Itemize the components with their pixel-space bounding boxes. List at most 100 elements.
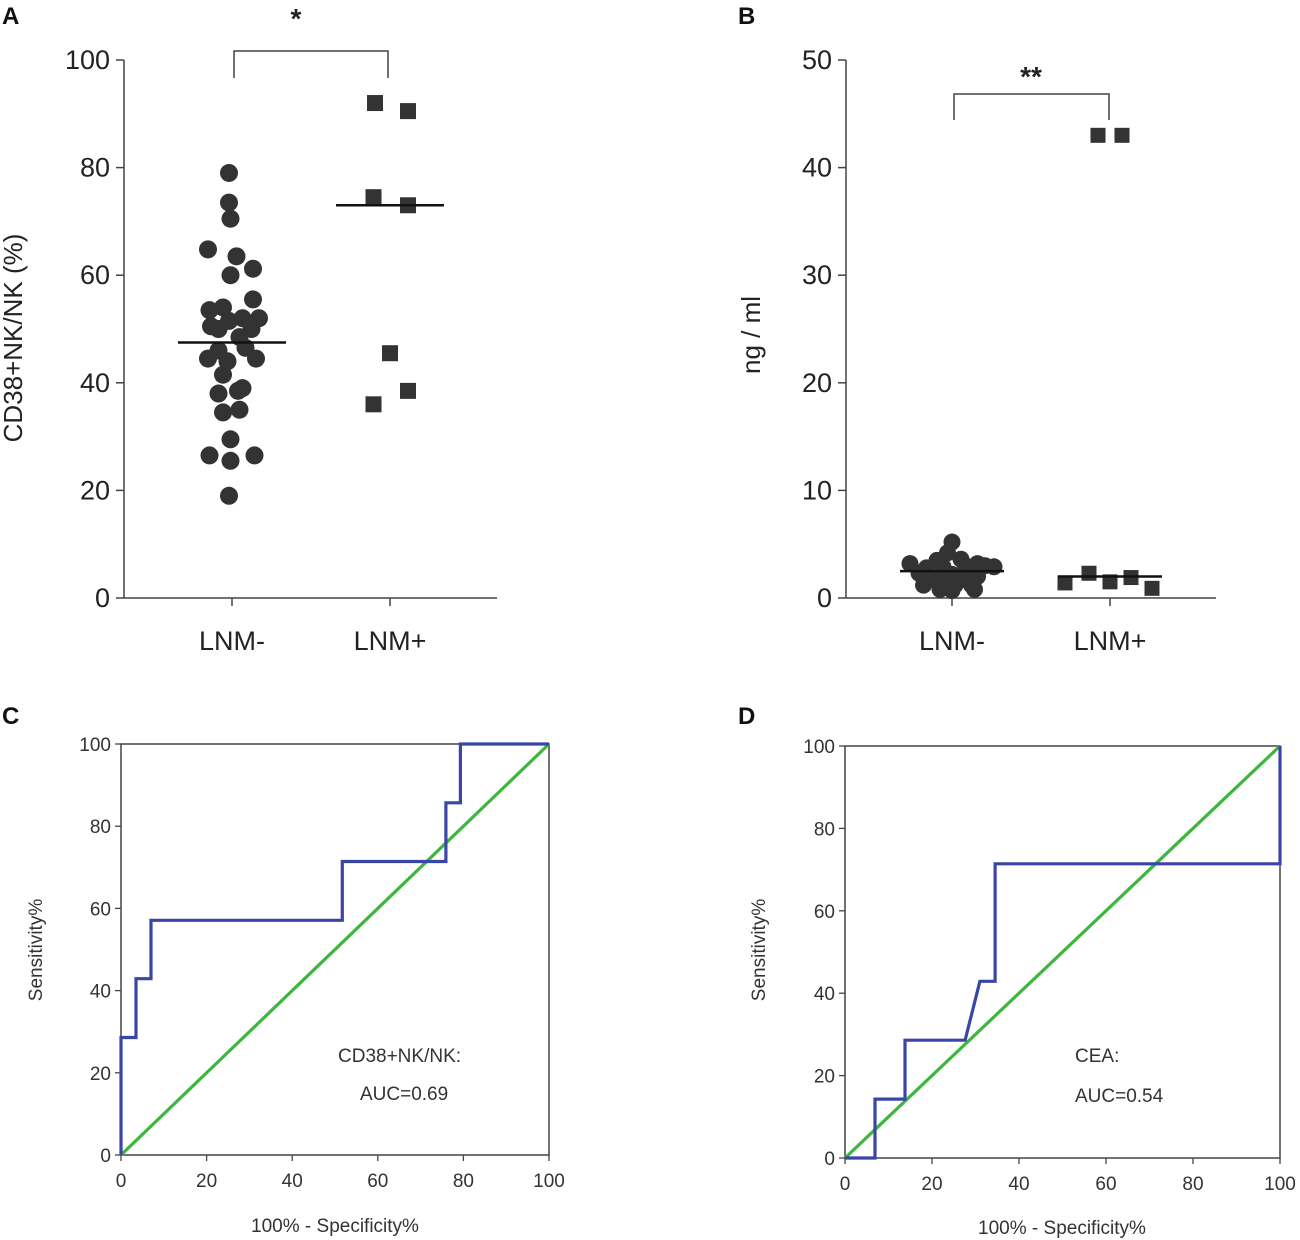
- y-tick-label: 60: [80, 260, 110, 290]
- panel-d-y-label: Sensitivity%: [749, 899, 770, 1002]
- y-tick-label: 0: [95, 583, 110, 613]
- data-point-circle: [227, 247, 246, 266]
- data-point-circle: [200, 446, 219, 465]
- x-tick-label: 100: [1264, 1174, 1296, 1195]
- panel-b-points: [901, 127, 1160, 599]
- data-point-square: [1114, 127, 1130, 143]
- data-point-circle: [220, 486, 238, 505]
- panel-a-medians: [178, 204, 444, 344]
- y-tick-label: 40: [90, 982, 111, 1003]
- panel-b-medians: [900, 569, 1162, 578]
- data-point-circle: [244, 290, 262, 309]
- reference-diagonal-line: [843, 744, 1282, 1160]
- panel-d-annotation-line2: AUC=0.54: [1075, 1086, 1164, 1107]
- y-tick-label: 50: [802, 45, 832, 75]
- data-point-circle: [220, 163, 238, 182]
- data-point-circle: [233, 379, 252, 398]
- y-tick-label: 0: [824, 1149, 835, 1170]
- data-point-circle: [245, 446, 264, 465]
- panel-d-plot-frame: [844, 745, 1281, 1159]
- panel-b-y-label: ng / ml: [736, 296, 766, 374]
- data-point-circle: [209, 320, 228, 338]
- panel-d-lines: [843, 744, 1282, 1160]
- y-tick-label: 80: [80, 153, 110, 183]
- data-point-circle: [221, 266, 240, 285]
- panel-a-x-ticks: LNM- LNM+: [199, 598, 426, 656]
- panel-a: A 0 20 40 60 80 100 LNM- LNM+ CD38+NK/NK (%) *: [0, 3, 497, 656]
- x-tick-label: 20: [196, 1171, 217, 1192]
- y-tick-label: 80: [814, 819, 835, 840]
- y-tick-label: 100: [79, 735, 111, 756]
- y-tick-label: 40: [80, 368, 110, 398]
- data-point-circle: [244, 259, 262, 278]
- data-point-square: [1090, 127, 1106, 143]
- data-point-square: [367, 95, 383, 112]
- panel-b-letter: B: [738, 3, 755, 30]
- y-tick-label: 100: [803, 737, 835, 758]
- y-tick-label: 40: [802, 153, 832, 183]
- x-tick-label: 40: [282, 1171, 303, 1192]
- category-label: LNM+: [354, 626, 427, 656]
- y-tick-label: 0: [817, 583, 832, 613]
- panel-d-letter: D: [738, 703, 755, 730]
- x-tick-label: 60: [367, 1171, 388, 1192]
- data-point-circle: [985, 558, 1003, 576]
- data-point-square: [1102, 574, 1118, 590]
- panel-c-plot-frame: [120, 743, 550, 1156]
- data-point-square: [365, 396, 382, 413]
- x-tick-label: 100: [533, 1171, 565, 1192]
- y-tick-label: 60: [90, 899, 111, 920]
- data-point-circle: [943, 581, 961, 599]
- data-point-circle: [199, 349, 217, 368]
- panel-a-significance-label: *: [291, 3, 302, 34]
- data-point-circle: [214, 403, 232, 422]
- data-point-circle: [915, 576, 932, 594]
- y-tick-label: 30: [802, 260, 832, 290]
- data-point-square: [1081, 565, 1097, 581]
- panel-b-x-ticks: LNM- LNM+: [919, 598, 1146, 656]
- data-point-square: [400, 382, 416, 399]
- panel-c-y-label: Sensitivity%: [26, 899, 47, 1002]
- y-tick-label: 100: [65, 45, 110, 75]
- roc-curve-line: [845, 746, 1282, 1160]
- data-point-circle: [209, 384, 228, 403]
- panel-c-y-ticks: 0 20 40 60 80 100: [79, 735, 121, 1167]
- data-point-square: [1144, 580, 1160, 596]
- data-point-circle: [214, 298, 232, 317]
- panel-c-x-ticks: 0 20 40 60 80 100: [116, 1155, 565, 1192]
- panel-d-y-ticks: 0 20 40 60 80 100: [803, 737, 845, 1170]
- panel-c-annotation-line2: AUC=0.69: [360, 1084, 448, 1105]
- x-tick-label: 60: [1095, 1174, 1116, 1195]
- category-label: LNM+: [1074, 626, 1147, 656]
- panel-a-letter: A: [2, 3, 19, 30]
- category-label: LNM-: [199, 626, 265, 656]
- data-point-circle: [230, 400, 249, 419]
- panel-b-significance-label: **: [1020, 61, 1042, 92]
- panel-c-x-label: 100% - Specificity%: [251, 1216, 419, 1237]
- panel-d-x-label: 100% - Specificity%: [978, 1218, 1146, 1239]
- y-tick-label: 20: [90, 1064, 111, 1085]
- data-point-circle: [214, 365, 232, 384]
- panel-c-annotation-line1: CD38+NK/NK:: [338, 1046, 461, 1067]
- data-point-square: [400, 103, 416, 120]
- y-tick-label: 0: [100, 1146, 111, 1167]
- reference-diagonal-line: [119, 742, 551, 1157]
- category-label: LNM-: [919, 626, 985, 656]
- y-tick-label: 20: [814, 1067, 835, 1088]
- data-point-circle: [966, 580, 983, 598]
- panel-b: B 0 10 20 30 40 50 LNM- LNM+ ng / ml **: [736, 3, 1216, 656]
- x-tick-label: 80: [453, 1171, 474, 1192]
- data-point-square: [382, 345, 398, 362]
- x-tick-label: 20: [921, 1174, 942, 1195]
- x-tick-label: 40: [1008, 1174, 1029, 1195]
- data-point-circle: [221, 430, 240, 449]
- y-tick-label: 20: [80, 475, 110, 505]
- data-point-circle: [221, 209, 240, 228]
- panel-a-points: [199, 95, 416, 505]
- panel-c-lines: [119, 742, 551, 1157]
- panel-d-annotation-line1: CEA:: [1075, 1046, 1119, 1067]
- panel-c: C 0 20 40 60 80 100 0 20 40 60 80 100 Sensitivity%…: [2, 703, 565, 1237]
- y-tick-label: 80: [90, 817, 111, 838]
- data-point-circle: [200, 301, 219, 320]
